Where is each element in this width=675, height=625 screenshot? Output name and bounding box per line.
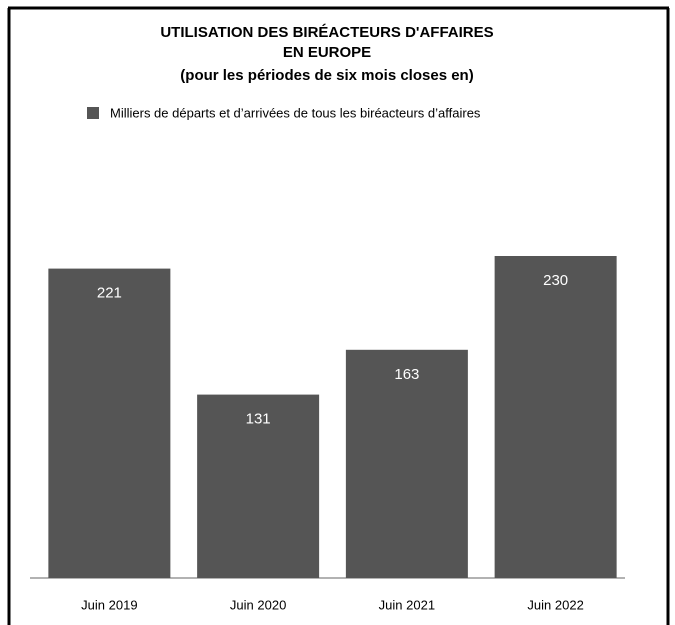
legend-label: Milliers de départs et d’arrivées de tou… <box>110 105 481 120</box>
value-label: 221 <box>97 285 122 302</box>
chart-subtitle: (pour les périodes de six mois closes en… <box>180 67 473 84</box>
x-tick-label: Juin 2022 <box>527 597 583 612</box>
bar <box>494 256 617 578</box>
legend-swatch <box>87 107 99 119</box>
value-label: 131 <box>246 411 271 428</box>
bar <box>345 349 468 578</box>
chart-title: EN EUROPE <box>283 44 371 61</box>
chart-title: UTILISATION DES BIRÉACTEURS D'AFFAIRES <box>160 24 493 41</box>
x-tick-label: Juin 2020 <box>230 597 286 612</box>
value-label: 230 <box>543 272 568 289</box>
x-tick-label: Juin 2019 <box>81 597 137 612</box>
x-tick-label: Juin 2021 <box>379 597 435 612</box>
value-label: 163 <box>394 366 419 383</box>
bar <box>197 394 320 578</box>
bar <box>48 268 171 578</box>
